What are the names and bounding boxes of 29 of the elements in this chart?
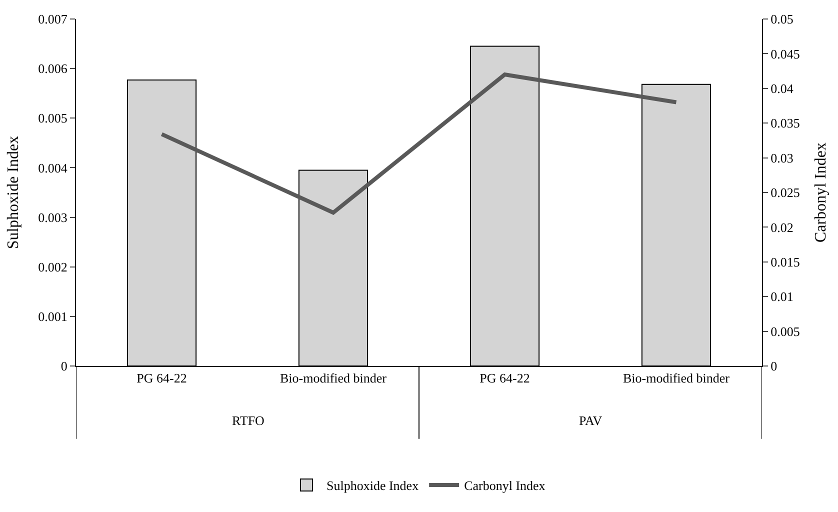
y2-tick-label: 0.01 — [770, 289, 794, 304]
y-tick-label: 0.004 — [38, 160, 68, 176]
y-tick-label: 0.005 — [38, 110, 68, 126]
y2-axis-title: Carbonyl Index — [812, 142, 830, 242]
x-tick-label: Bio-modified binder — [280, 370, 388, 386]
legend-label: Carbonyl Index — [464, 478, 546, 494]
y-tick-label: 0.006 — [38, 61, 68, 76]
text: RTFO — [232, 413, 264, 428]
y2-tick-label: 0.04 — [770, 80, 794, 96]
text: PAV — [579, 413, 603, 428]
y2-tick-label: 0.035 — [770, 116, 800, 131]
legend-label: Sulphoxide Index — [326, 478, 420, 494]
x-tick-label: Bio-modified binder — [622, 370, 730, 386]
y-axis-title: Sulphoxide Index — [5, 136, 22, 250]
y2-tick-label: 0.05 — [770, 12, 794, 27]
y2-tick-label: 0.025 — [770, 185, 800, 200]
y2-tick-label: 0.015 — [770, 254, 800, 270]
x-tick-label: PG 64-22 — [136, 370, 187, 386]
y2-tick-label: 0.045 — [770, 46, 800, 62]
y2-tick-label: 0.02 — [770, 220, 794, 235]
y-tick-label: 0.002 — [38, 259, 68, 274]
y2-tick-label: 0.03 — [770, 150, 794, 166]
y2-tick-label: 0.005 — [770, 324, 800, 339]
y-tick-label: 0.007 — [38, 12, 68, 27]
y-tick-label: 0.001 — [38, 308, 68, 324]
x-tick-label: PG 64-22 — [480, 370, 530, 386]
y2-tick-label: 0 — [770, 358, 778, 374]
y-tick-label: 0.003 — [38, 210, 68, 225]
y-tick-label: 0 — [60, 358, 68, 374]
